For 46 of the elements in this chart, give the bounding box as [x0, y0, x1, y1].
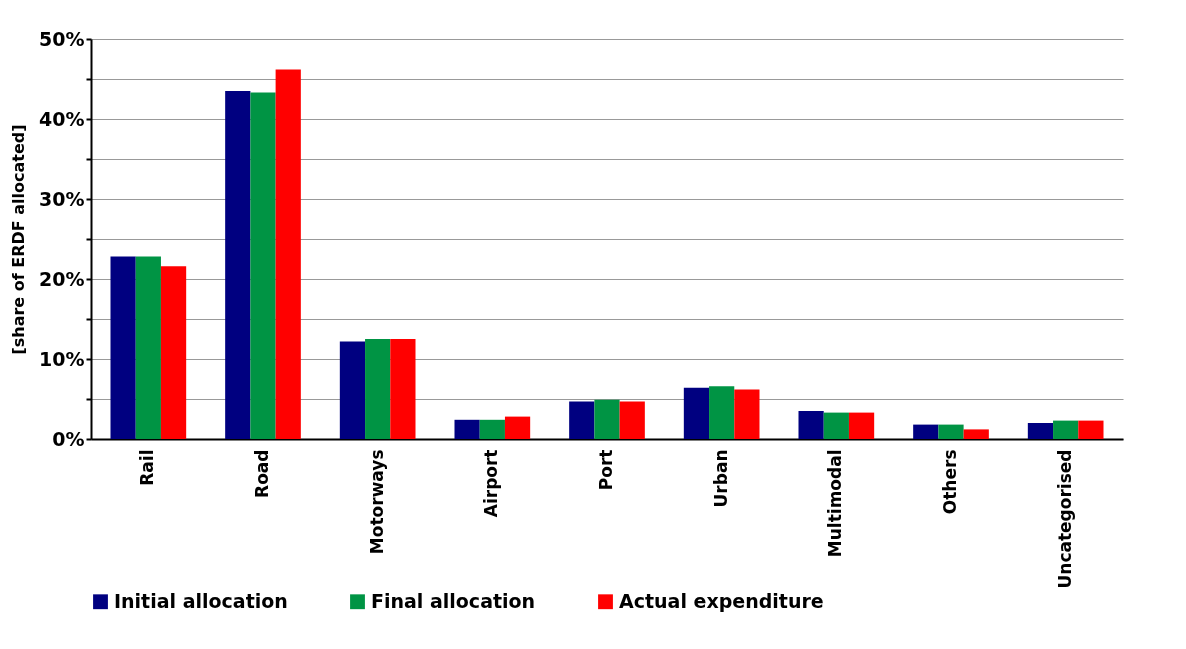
- bar: [504, 416, 531, 439]
- bar: [594, 399, 620, 439]
- bar: [963, 429, 989, 439]
- bar: [365, 339, 391, 439]
- x-tick-label: Port: [596, 449, 616, 491]
- x-tick-label: Rail: [137, 449, 158, 486]
- y-tick-label: 30%: [39, 187, 85, 210]
- legend-label: Initial allocation: [114, 589, 288, 612]
- legend-label: Actual expenditure: [619, 589, 824, 612]
- x-tick-label: Road: [252, 449, 272, 498]
- bar: [1078, 420, 1104, 439]
- x-tick-label: Multimodal: [825, 449, 846, 558]
- y-axis-title: [share of ERDF allocated]: [9, 124, 29, 355]
- bar: [1053, 420, 1079, 439]
- bar: [454, 419, 480, 439]
- bar: [160, 266, 187, 439]
- bar: [938, 424, 964, 439]
- x-tick-label: Uncategorised: [1054, 449, 1075, 589]
- bar: [848, 412, 875, 439]
- bar: [734, 389, 760, 439]
- bar: [823, 412, 849, 439]
- y-tick-label: 10%: [39, 347, 85, 370]
- bar: [135, 256, 161, 439]
- bar: [683, 387, 710, 439]
- bar: [110, 256, 136, 439]
- bar: [1027, 423, 1054, 439]
- bar: [339, 341, 366, 439]
- bar: [619, 401, 645, 439]
- bar: [225, 91, 251, 439]
- bar: [390, 339, 416, 439]
- bar: [798, 411, 824, 439]
- x-tick-label: Urban: [710, 449, 731, 508]
- bar: [250, 92, 276, 439]
- bar: [913, 424, 939, 439]
- bar: [479, 419, 505, 439]
- y-tick-label: 50%: [39, 27, 85, 50]
- x-tick-label: Others: [940, 449, 960, 515]
- y-tick-label: 40%: [39, 107, 85, 130]
- y-tick-label: 20%: [39, 267, 85, 290]
- x-tick-label: Motorways: [366, 449, 387, 555]
- bar: [709, 386, 735, 439]
- bar: [275, 69, 301, 439]
- x-tick-label: Airport: [481, 449, 502, 518]
- bar: [569, 401, 595, 439]
- y-tick-label: 0%: [52, 427, 85, 450]
- legend-label: Final allocation: [371, 589, 536, 612]
